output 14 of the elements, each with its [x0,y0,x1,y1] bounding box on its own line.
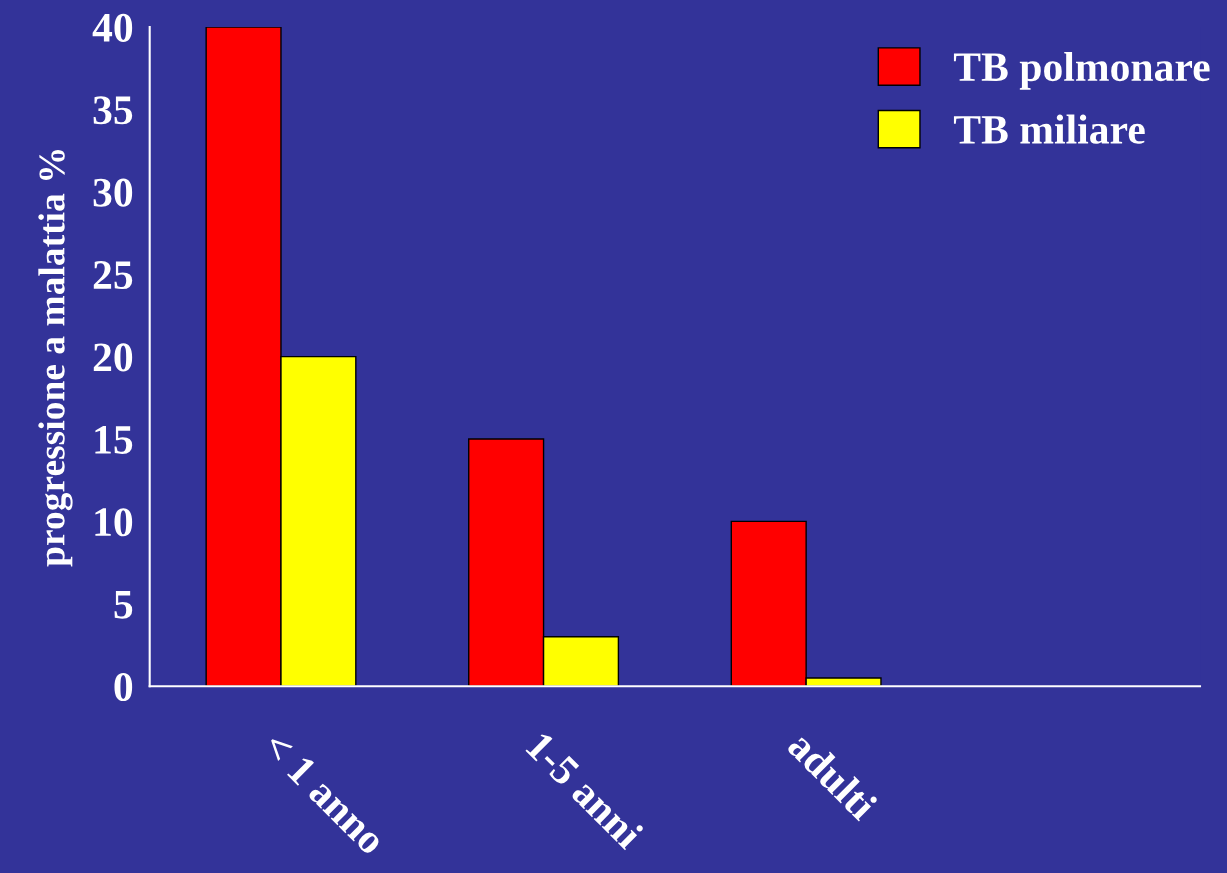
y-tick-label: 35 [93,96,133,125]
x-tick-label: < 1 anno [261,730,388,856]
y-tick-label: 5 [114,590,133,619]
x-tick-label: 1-5 anni [525,730,646,851]
y-tick-label: 30 [93,178,133,207]
y-tick-label: 15 [95,425,133,454]
y-tick-label: 10 [95,508,133,537]
y-tick-label: 40 [92,13,133,42]
legend-label: TB polmonare [953,51,1210,90]
y-tick-label: 20 [93,343,133,372]
y-axis-title: progressione a malattia % [38,149,73,567]
y-tick-label: 0 [114,672,133,702]
legend-label: TB miliare [953,114,1145,144]
y-tick-label: 25 [93,261,133,290]
